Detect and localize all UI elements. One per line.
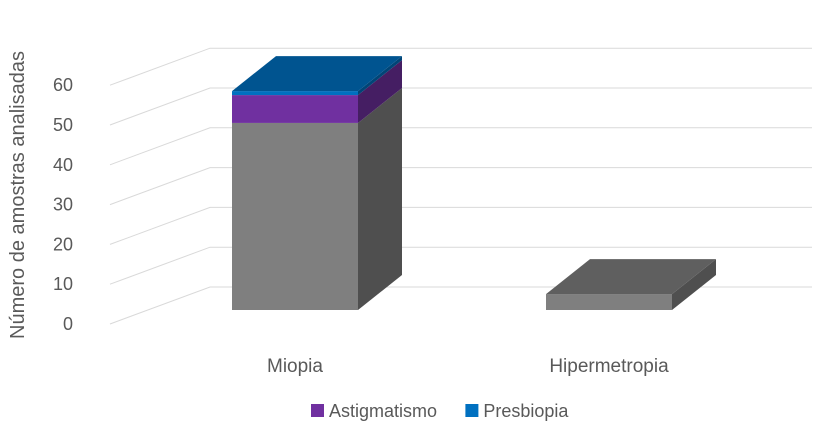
bar-front-miopia [232, 95, 358, 123]
gridlines [109, 47, 812, 325]
bars [232, 56, 716, 310]
y-tick-label: 40 [53, 155, 73, 175]
y-axis-label: Número de amostras analisadas [7, 51, 29, 339]
y-tick-label: 20 [53, 234, 73, 254]
bar-side-hipermetropia [672, 259, 716, 310]
x-axis-ticks: Miopia Hipermetropia [267, 356, 669, 377]
y-tick-label: 50 [53, 115, 73, 135]
bar-side-miopia [358, 56, 402, 96]
legend-label: Presbiopia [483, 401, 569, 421]
bar-top-hipermetropia [546, 259, 716, 295]
gridline [109, 167, 812, 206]
bar-side-miopia [358, 60, 402, 123]
gridline [109, 246, 812, 285]
gridline [109, 87, 812, 126]
bar-front-miopia [232, 91, 358, 96]
legend: Astigmatismo Presbiopia [311, 401, 569, 421]
legend-swatch [311, 404, 324, 417]
bar-front-hipermetropia [546, 294, 672, 310]
y-tick-label: 60 [53, 75, 73, 95]
gridline [109, 286, 812, 325]
x-tick-label: Miopia [267, 356, 323, 377]
y-axis-ticks: 0 10 20 30 40 50 60 [53, 75, 73, 334]
bar-front-miopia [232, 122, 358, 310]
bar-side-miopia [358, 87, 402, 310]
gridline [109, 127, 812, 166]
y-tick-label: 0 [63, 314, 73, 334]
x-tick-label: Hipermetropia [549, 356, 669, 377]
gridline [109, 206, 812, 245]
gridline [109, 47, 812, 86]
legend-swatch [465, 404, 479, 417]
legend-label: Astigmatismo [329, 401, 437, 421]
bar-top-miopia [232, 56, 402, 92]
y-tick-label: 10 [53, 274, 73, 294]
y-tick-label: 30 [53, 195, 73, 215]
